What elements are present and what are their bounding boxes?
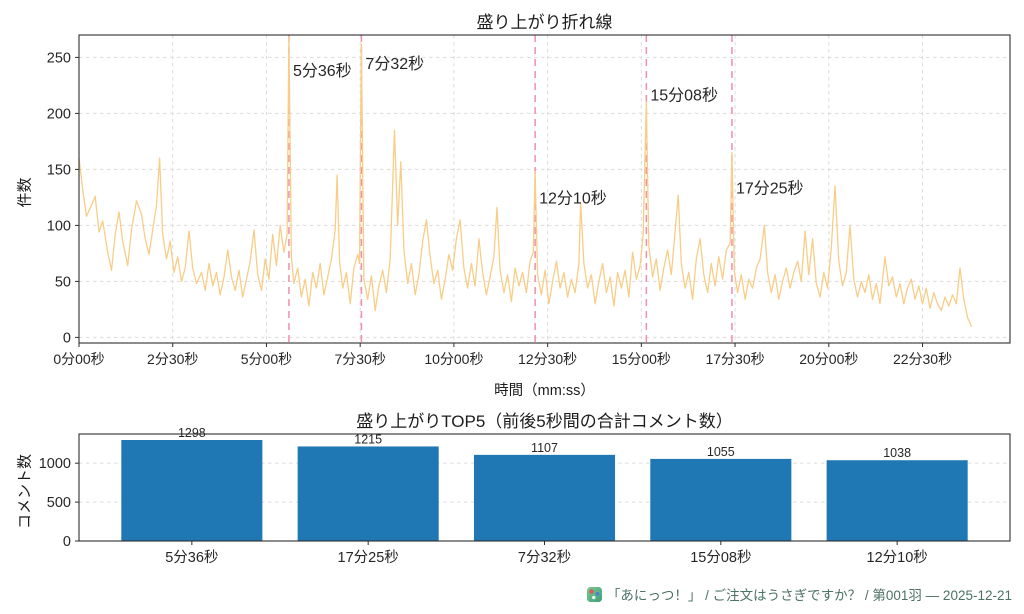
event-label: 17分25秒 (736, 179, 804, 197)
event-label: 15分08秒 (650, 87, 718, 105)
line-chart-ticks: 0 50 100 150 200 250 0分00秒 2分30秒 5分00秒 7分30秒 10分00… (47, 50, 952, 367)
x-category-label: 7分32秒 (518, 549, 571, 566)
bar-chart-ticks: 0 500 1000 5分36秒 17分25秒 7分32秒 15分08秒 12分10秒 (39, 456, 928, 566)
x-tick-label: 20分00秒 (799, 351, 858, 367)
bar-value-labels: 1298 1215 1107 1055 1038 (178, 426, 911, 460)
x-tick-label: 5分00秒 (241, 351, 292, 367)
x-category-label: 5分36秒 (165, 549, 218, 566)
bar-chart: 1298 1215 1107 1055 1038 0 500 1000 5分36秒 17分25秒 7… (39, 426, 1011, 566)
x-category-label: 17分25秒 (338, 549, 399, 566)
line-chart: 0 50 100 150 200 250 0分00秒 2分30秒 5分00秒 7分30秒 10分00… (47, 34, 1011, 367)
line-chart-xlabel: 時間（mm:ss） (494, 383, 595, 399)
y-tick-label: 500 (47, 495, 71, 511)
bar (297, 446, 439, 541)
bar-value-label: 1298 (178, 426, 206, 440)
y-tick-label: 0 (63, 330, 71, 346)
comment-rate-line (78, 36, 972, 327)
bar (473, 454, 616, 541)
bar-chart-title: 盛り上がりTOP5（前後5秒間の合計コメント数） (356, 412, 733, 431)
event-annotations: 5分36秒 7分32秒 12分10秒 15分08秒 17分25秒 (293, 55, 804, 207)
bars (121, 439, 968, 541)
x-tick-label: 7分30秒 (334, 351, 385, 367)
axes-box (78, 34, 1011, 344)
y-tick-label: 50 (55, 274, 71, 290)
x-category-label: 15分08秒 (690, 549, 751, 566)
caption-text: 「あにっつ！」 / ご注文はうさぎですか？ / 第001羽 — 2025-12-… (606, 588, 1012, 603)
event-label: 7分32秒 (365, 55, 424, 73)
caption: 「あにっつ！」 / ご注文はうさぎですか？ / 第001羽 — 2025-12-… (586, 584, 1012, 604)
bar (121, 439, 263, 541)
bar (650, 458, 792, 541)
x-tick-label: 22分30秒 (893, 351, 952, 367)
line-chart-grid (78, 35, 1010, 343)
event-label: 5分36秒 (293, 62, 352, 80)
y-tick-label: 100 (47, 218, 71, 234)
bar-value-label: 1215 (354, 432, 382, 446)
event-label: 12分10秒 (539, 190, 607, 208)
x-tick-label: 12分30秒 (518, 351, 577, 367)
y-tick-label: 1000 (39, 456, 71, 472)
y-tick-label: 0 (63, 534, 71, 550)
y-tick-label: 150 (47, 162, 71, 178)
x-category-label: 12分10秒 (867, 549, 928, 566)
x-tick-label: 10分00秒 (424, 351, 483, 367)
bar-value-label: 1107 (531, 441, 558, 455)
x-tick-label: 0分00秒 (53, 351, 104, 367)
x-tick-label: 15分00秒 (612, 351, 671, 367)
bar-value-label: 1055 (707, 445, 735, 459)
bar-value-label: 1038 (883, 446, 911, 460)
x-tick-label: 17分30秒 (705, 351, 764, 367)
app-icon (586, 586, 602, 602)
y-tick-label: 200 (47, 106, 71, 122)
line-chart-title: 盛り上がり折れ線 (476, 13, 613, 32)
bar (826, 460, 968, 541)
x-tick-label: 2分30秒 (147, 351, 198, 367)
y-tick-label: 250 (47, 50, 71, 66)
